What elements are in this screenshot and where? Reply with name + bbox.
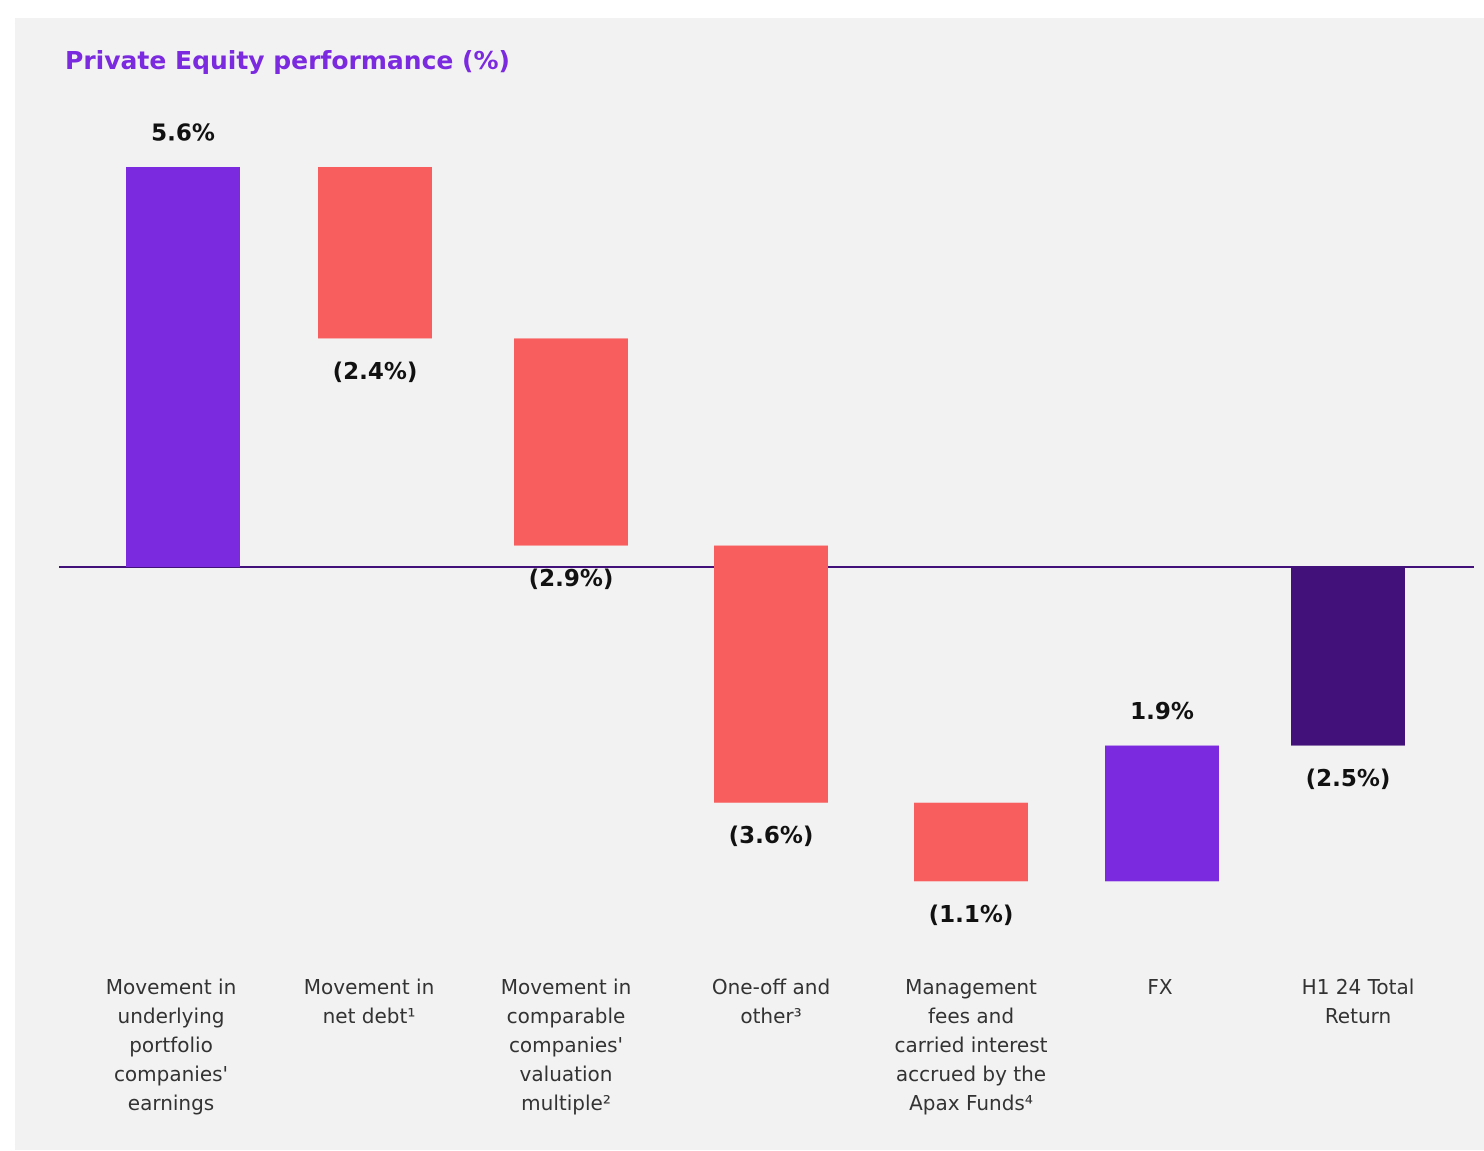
category-label: Management fees and carried interest acc… xyxy=(894,975,1048,1115)
bar xyxy=(714,545,828,803)
bar xyxy=(1291,567,1405,746)
category-label: Movement in net debt¹ xyxy=(303,975,435,1028)
category-label: FX xyxy=(1147,975,1173,999)
value-label: (2.9%) xyxy=(529,566,614,592)
bar xyxy=(514,338,628,546)
value-label: (1.1%) xyxy=(929,902,1014,928)
value-label: (2.4%) xyxy=(333,359,418,385)
value-label: (3.6%) xyxy=(729,823,814,849)
bar xyxy=(318,166,432,339)
value-label: 5.6% xyxy=(151,120,215,146)
bar xyxy=(914,802,1028,882)
bar xyxy=(1105,745,1219,882)
bar xyxy=(126,166,240,567)
value-label: (2.5%) xyxy=(1306,766,1391,792)
category-label: H1 24 Total Return xyxy=(1301,975,1415,1028)
value-label: 1.9% xyxy=(1130,699,1194,725)
category-label: One-off and other³ xyxy=(711,975,831,1028)
category-label: Movement in comparable companies' valuat… xyxy=(500,975,632,1115)
chart-title: Private Equity performance (%) xyxy=(65,46,510,75)
category-label: Movement in underlying portfolio compani… xyxy=(105,975,237,1115)
